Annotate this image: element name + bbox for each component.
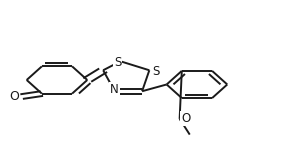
Text: S: S: [114, 56, 121, 69]
Text: O: O: [181, 112, 191, 125]
Text: O: O: [10, 90, 19, 103]
Text: S: S: [152, 64, 160, 77]
Text: N: N: [110, 83, 119, 96]
